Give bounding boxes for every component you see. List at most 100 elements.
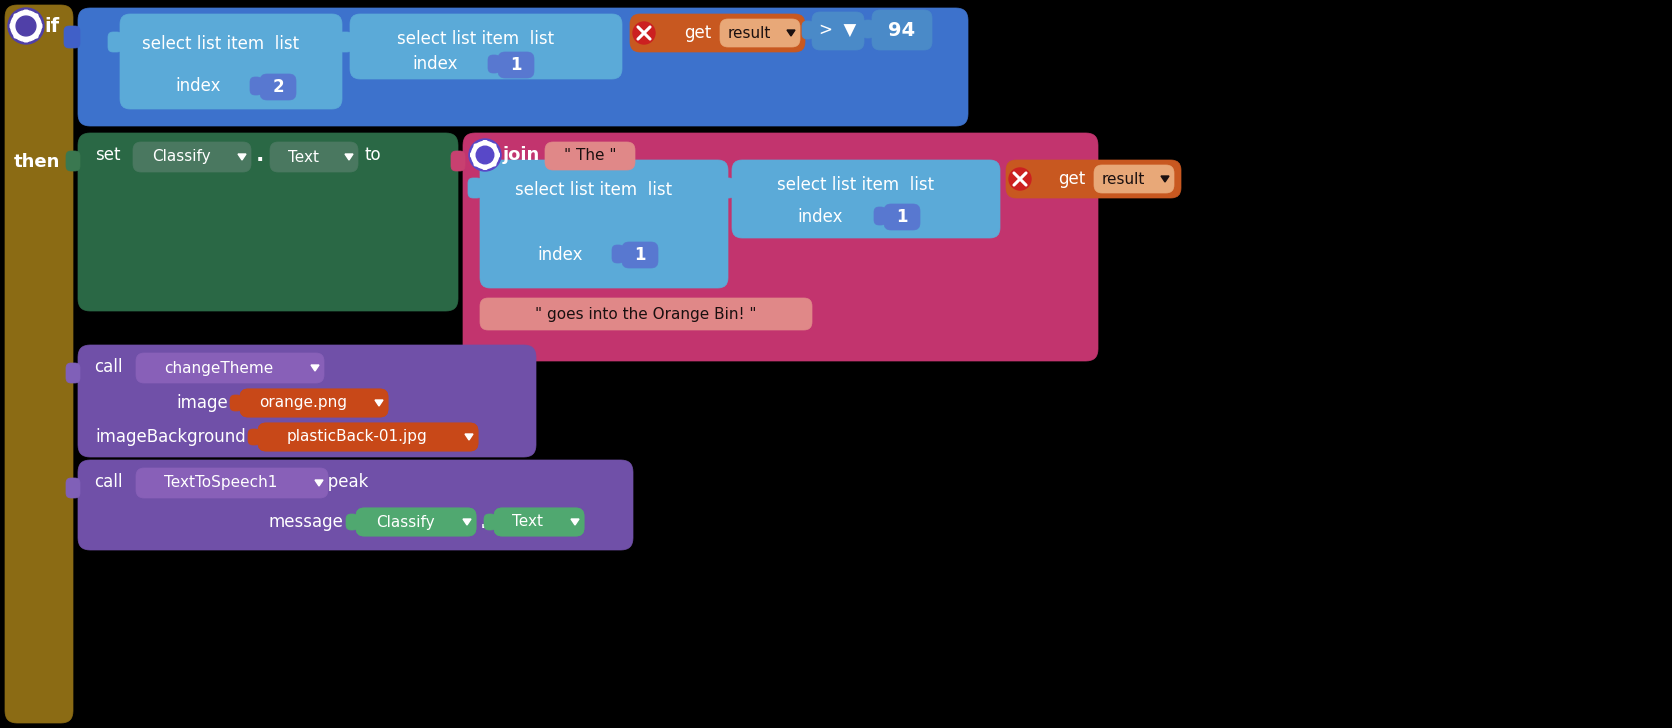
FancyBboxPatch shape	[480, 298, 813, 330]
FancyBboxPatch shape	[79, 133, 458, 311]
FancyBboxPatch shape	[5, 5, 74, 723]
FancyBboxPatch shape	[13, 13, 20, 20]
FancyBboxPatch shape	[349, 14, 622, 79]
Text: .: .	[256, 145, 264, 165]
Polygon shape	[465, 434, 473, 440]
FancyBboxPatch shape	[364, 391, 386, 415]
Text: Text: Text	[288, 149, 318, 165]
Text: 1: 1	[634, 246, 645, 264]
FancyBboxPatch shape	[269, 142, 358, 172]
FancyBboxPatch shape	[874, 207, 886, 225]
FancyBboxPatch shape	[227, 144, 249, 170]
FancyBboxPatch shape	[873, 10, 931, 50]
FancyBboxPatch shape	[10, 23, 15, 29]
FancyBboxPatch shape	[1007, 160, 1180, 198]
Text: index: index	[537, 246, 584, 264]
FancyBboxPatch shape	[13, 33, 20, 39]
Text: 1: 1	[510, 56, 522, 74]
FancyBboxPatch shape	[79, 460, 634, 550]
Text: Text: Text	[513, 515, 543, 529]
FancyBboxPatch shape	[32, 33, 38, 39]
FancyBboxPatch shape	[545, 142, 635, 170]
FancyBboxPatch shape	[135, 468, 328, 498]
FancyBboxPatch shape	[721, 19, 799, 47]
Circle shape	[17, 16, 35, 36]
Circle shape	[477, 146, 493, 164]
Circle shape	[20, 20, 32, 32]
FancyBboxPatch shape	[493, 508, 584, 536]
Text: .: .	[480, 512, 488, 532]
Text: call: call	[94, 358, 122, 376]
FancyBboxPatch shape	[334, 144, 356, 170]
FancyBboxPatch shape	[470, 152, 477, 158]
FancyBboxPatch shape	[884, 204, 920, 230]
FancyBboxPatch shape	[79, 8, 968, 126]
FancyBboxPatch shape	[120, 14, 343, 109]
FancyBboxPatch shape	[356, 508, 477, 536]
FancyBboxPatch shape	[560, 510, 582, 534]
FancyBboxPatch shape	[468, 178, 482, 198]
Text: index: index	[798, 208, 843, 226]
Text: then: then	[13, 153, 60, 171]
FancyBboxPatch shape	[251, 77, 263, 95]
FancyBboxPatch shape	[482, 164, 488, 170]
Text: call: call	[94, 473, 122, 491]
FancyBboxPatch shape	[490, 143, 497, 149]
FancyBboxPatch shape	[65, 363, 80, 383]
Text: orange.png: orange.png	[259, 395, 348, 411]
Text: to: to	[364, 146, 381, 164]
FancyBboxPatch shape	[257, 423, 478, 451]
Circle shape	[480, 149, 490, 161]
Text: 1: 1	[896, 208, 908, 226]
FancyBboxPatch shape	[135, 353, 324, 383]
FancyBboxPatch shape	[498, 52, 533, 78]
FancyBboxPatch shape	[455, 425, 477, 449]
FancyBboxPatch shape	[64, 26, 80, 48]
FancyBboxPatch shape	[65, 151, 80, 171]
Text: " goes into the Orange Bin! ": " goes into the Orange Bin! "	[535, 306, 757, 322]
FancyBboxPatch shape	[79, 345, 537, 457]
Polygon shape	[788, 30, 794, 36]
FancyBboxPatch shape	[480, 160, 727, 288]
FancyBboxPatch shape	[32, 13, 38, 20]
FancyBboxPatch shape	[473, 143, 480, 149]
Text: 94: 94	[888, 20, 916, 39]
FancyBboxPatch shape	[65, 478, 80, 498]
Text: " The ": " The "	[563, 149, 617, 164]
FancyBboxPatch shape	[257, 423, 478, 451]
FancyBboxPatch shape	[23, 9, 28, 15]
FancyBboxPatch shape	[776, 21, 798, 45]
FancyBboxPatch shape	[304, 470, 326, 496]
Text: >  ▼: > ▼	[819, 22, 856, 40]
Text: Classify: Classify	[376, 515, 435, 529]
FancyBboxPatch shape	[451, 151, 465, 171]
FancyBboxPatch shape	[109, 32, 122, 52]
FancyBboxPatch shape	[1150, 167, 1172, 191]
Polygon shape	[1160, 176, 1169, 182]
Text: Classify: Classify	[152, 149, 211, 165]
FancyBboxPatch shape	[803, 21, 814, 39]
Text: select list item  list: select list item list	[398, 30, 555, 48]
FancyBboxPatch shape	[732, 160, 1000, 238]
FancyBboxPatch shape	[338, 32, 353, 52]
Polygon shape	[237, 154, 246, 160]
Circle shape	[10, 11, 42, 41]
Text: .Speak: .Speak	[311, 473, 368, 491]
Circle shape	[472, 141, 498, 169]
FancyBboxPatch shape	[493, 152, 500, 158]
FancyBboxPatch shape	[813, 12, 864, 50]
Polygon shape	[375, 400, 383, 406]
Polygon shape	[572, 519, 579, 525]
Polygon shape	[311, 365, 319, 371]
Circle shape	[1008, 168, 1032, 190]
FancyBboxPatch shape	[134, 142, 251, 172]
Text: if: if	[45, 17, 60, 36]
Text: result: result	[727, 25, 771, 41]
Text: set: set	[95, 146, 120, 164]
FancyBboxPatch shape	[490, 160, 497, 167]
Text: join: join	[502, 146, 540, 164]
FancyBboxPatch shape	[721, 178, 734, 198]
Text: select list item  list: select list item list	[777, 176, 935, 194]
Text: index: index	[413, 55, 458, 73]
FancyBboxPatch shape	[493, 508, 584, 536]
